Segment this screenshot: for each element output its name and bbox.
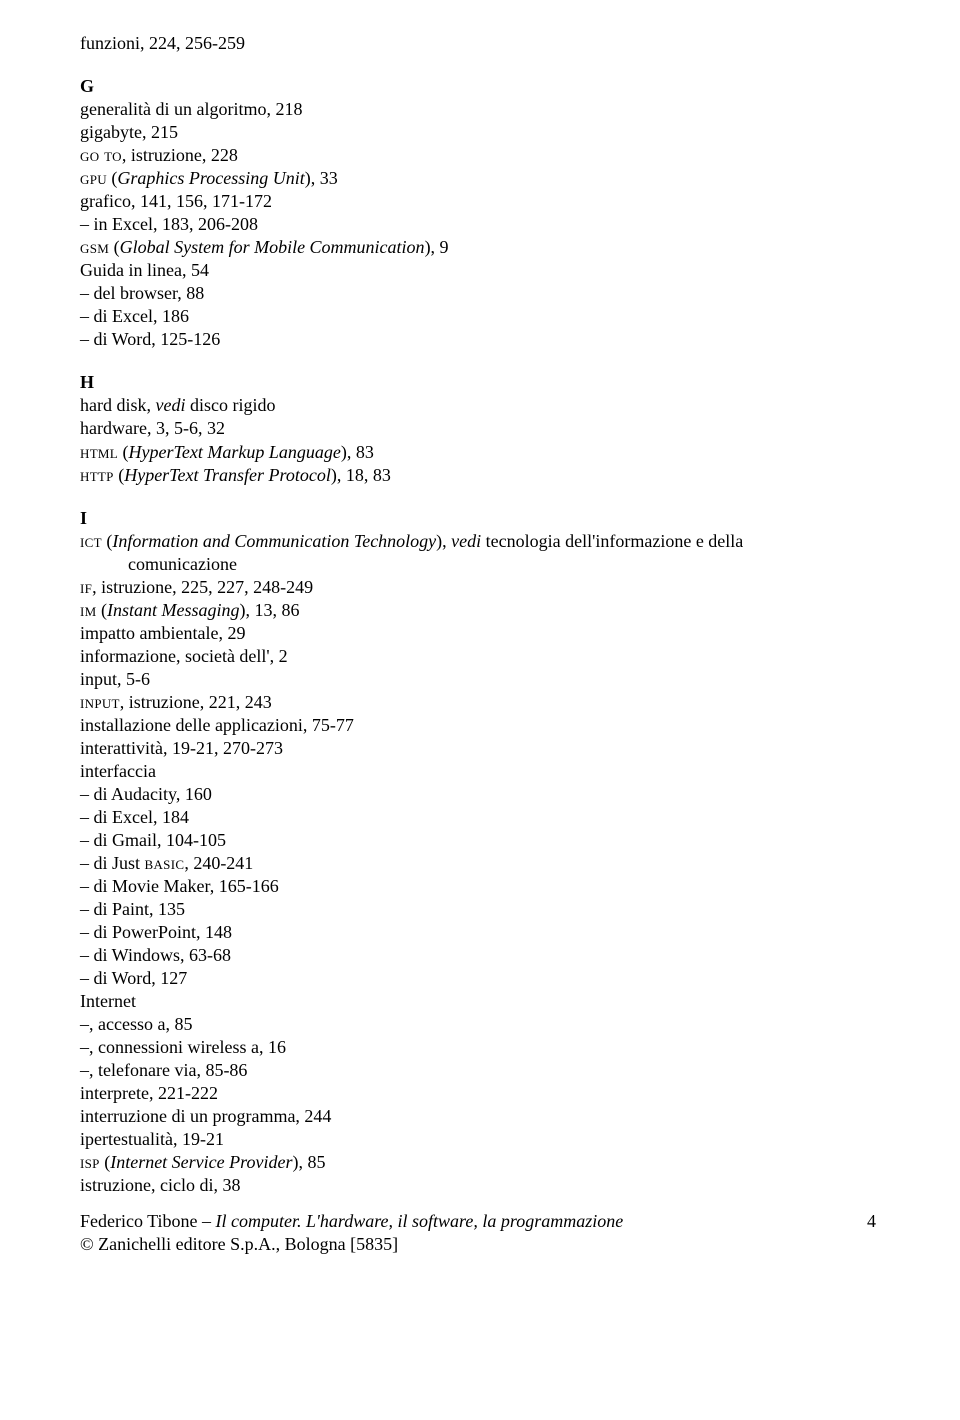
index-page: funzioni, 224, 256-259 G generalità di u…	[0, 0, 960, 1296]
index-entry: – di Just basic, 240-241	[80, 852, 880, 875]
index-entry: – di PowerPoint, 148	[80, 921, 880, 944]
top-entry: funzioni, 224, 256-259	[80, 32, 880, 55]
index-entry: if, istruzione, 225, 227, 248-249	[80, 576, 880, 599]
section-head-h: H	[80, 371, 880, 394]
page-number: 4	[867, 1210, 880, 1233]
index-entry: isp (Internet Service Provider), 85	[80, 1151, 880, 1174]
index-entry: – di Windows, 63-68	[80, 944, 880, 967]
index-entry: –, accesso a, 85	[80, 1013, 880, 1036]
index-entry: interattività, 19-21, 270-273	[80, 737, 880, 760]
index-entry: hard disk, vedi disco rigido	[80, 394, 880, 417]
page-footer: Federico Tibone – Il computer. L'hardwar…	[80, 1210, 880, 1256]
section-h-body: hard disk, vedi disco rigidohardware, 3,…	[80, 394, 880, 486]
index-entry: interprete, 221-222	[80, 1082, 880, 1105]
index-entry: – di Word, 125-126	[80, 328, 880, 351]
index-entry: hardware, 3, 5-6, 32	[80, 417, 880, 440]
section-i-body: ict (Information and Communication Techn…	[80, 530, 880, 1198]
index-entry: html (HyperText Markup Language), 83	[80, 441, 880, 464]
footer-credit-line2: © Zanichelli editore S.p.A., Bologna [58…	[80, 1233, 880, 1256]
index-entry: istruzione, ciclo di, 38	[80, 1174, 880, 1197]
index-entry: gsm (Global System for Mobile Communicat…	[80, 236, 880, 259]
index-entry: generalità di un algoritmo, 218	[80, 98, 880, 121]
index-entry: ict (Information and Communication Techn…	[80, 530, 880, 553]
index-entry: –, telefonare via, 85-86	[80, 1059, 880, 1082]
index-entry: informazione, società dell', 2	[80, 645, 880, 668]
index-entry: gigabyte, 215	[80, 121, 880, 144]
footer-credit-line1: Federico Tibone – Il computer. L'hardwar…	[80, 1210, 623, 1233]
index-entry: installazione delle applicazioni, 75-77	[80, 714, 880, 737]
index-entry: impatto ambientale, 29	[80, 622, 880, 645]
index-entry: –, connessioni wireless a, 16	[80, 1036, 880, 1059]
index-entry: gpu (Graphics Processing Unit), 33	[80, 167, 880, 190]
index-entry: – di Gmail, 104-105	[80, 829, 880, 852]
index-entry: im (Instant Messaging), 13, 86	[80, 599, 880, 622]
index-entry: – di Excel, 186	[80, 305, 880, 328]
section-head-i: I	[80, 507, 880, 530]
section-head-g: G	[80, 75, 880, 98]
index-entry: Guida in linea, 54	[80, 259, 880, 282]
index-entry: interruzione di un programma, 244	[80, 1105, 880, 1128]
index-entry: ipertestualità, 19-21	[80, 1128, 880, 1151]
section-g-body: generalità di un algoritmo, 218gigabyte,…	[80, 98, 880, 351]
index-entry: grafico, 141, 156, 171-172	[80, 190, 880, 213]
index-entry: – in Excel, 183, 206-208	[80, 213, 880, 236]
index-entry: Internet	[80, 990, 880, 1013]
index-entry: – del browser, 88	[80, 282, 880, 305]
index-entry: – di Word, 127	[80, 967, 880, 990]
index-entry: go to, istruzione, 228	[80, 144, 880, 167]
index-entry: comunicazione	[80, 553, 880, 576]
index-entry: – di Audacity, 160	[80, 783, 880, 806]
index-entry: http (HyperText Transfer Protocol), 18, …	[80, 464, 880, 487]
index-entry: input, istruzione, 221, 243	[80, 691, 880, 714]
index-entry: input, 5-6	[80, 668, 880, 691]
index-entry: – di Paint, 135	[80, 898, 880, 921]
index-entry: – di Excel, 184	[80, 806, 880, 829]
index-entry: – di Movie Maker, 165-166	[80, 875, 880, 898]
index-entry: interfaccia	[80, 760, 880, 783]
